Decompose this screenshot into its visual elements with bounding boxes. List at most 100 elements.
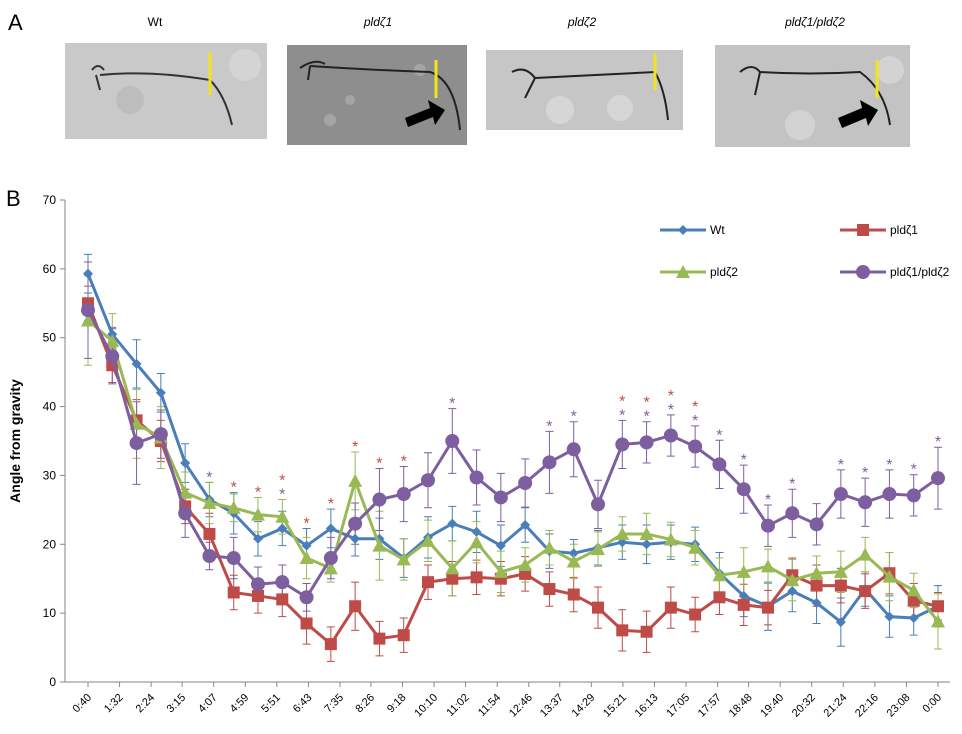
- x-tick-label: 4:07: [196, 692, 220, 716]
- data-point: [762, 601, 774, 614]
- data-point: [931, 614, 945, 628]
- data-point: [811, 597, 822, 608]
- data-point: [83, 268, 93, 279]
- legend-label: pldζ2: [710, 265, 738, 279]
- y-tick-label: 10: [43, 606, 57, 620]
- y-tick-label: 30: [43, 468, 57, 482]
- x-tick-label: 6:43: [291, 692, 315, 716]
- y-axis-label: Angle from gravity: [7, 379, 23, 503]
- significance-mark: *: [546, 418, 552, 435]
- panel-label: A: [8, 10, 23, 35]
- x-tick-label: 1:32: [102, 692, 126, 716]
- significance-mark: *: [789, 476, 795, 493]
- x-tick-label: 11:02: [444, 692, 471, 719]
- data-point: [251, 507, 265, 521]
- data-point: [471, 526, 482, 537]
- data-point: [422, 576, 434, 589]
- data-point: [833, 564, 848, 578]
- data-point: [226, 551, 241, 566]
- legend-label: pldζ1: [890, 223, 918, 237]
- data-point: [664, 601, 677, 614]
- data-point: [349, 600, 362, 613]
- data-point: [737, 598, 750, 611]
- x-tick-label: 10:10: [412, 692, 440, 720]
- data-point: [493, 490, 508, 505]
- x-tick-label: 22:16: [853, 692, 881, 720]
- data-point: [300, 617, 313, 630]
- significance-mark: *: [279, 473, 285, 490]
- significance-mark: *: [668, 402, 674, 419]
- x-tick-label: 0:00: [920, 692, 944, 716]
- data-point: [323, 551, 338, 566]
- photo-title: pldζ2: [567, 15, 597, 29]
- significance-mark: *: [692, 399, 698, 416]
- data-point: [493, 564, 508, 578]
- data-point: [373, 632, 386, 645]
- data-point: [591, 497, 605, 512]
- data-point: [932, 600, 944, 613]
- data-point: [663, 532, 678, 546]
- data-point: [785, 506, 800, 521]
- data-point: [663, 428, 678, 443]
- data-point: [153, 427, 168, 442]
- data-point: [421, 473, 435, 488]
- significance-mark: *: [206, 469, 212, 486]
- data-point: [131, 358, 142, 369]
- data-point: [445, 434, 460, 448]
- data-point: [908, 612, 919, 623]
- data-point: [712, 457, 727, 472]
- data-point: [641, 539, 652, 550]
- data-point: [299, 590, 314, 605]
- x-tick-label: 23:08: [885, 692, 913, 720]
- data-point: [397, 629, 410, 642]
- data-point: [906, 488, 921, 503]
- x-tick-label: 9:18: [385, 692, 409, 716]
- data-point: [372, 538, 387, 552]
- x-tick-label: 20:32: [790, 692, 818, 720]
- data-point: [712, 568, 727, 582]
- significance-mark: *: [619, 393, 625, 410]
- significance-mark: *: [668, 388, 674, 405]
- data-point: [469, 470, 484, 485]
- data-point: [421, 533, 435, 547]
- significance-mark: *: [401, 453, 407, 470]
- data-point: [542, 540, 557, 554]
- data-point: [639, 526, 654, 540]
- data-point: [155, 387, 166, 398]
- significance-mark: *: [643, 395, 649, 412]
- y-tick-label: 70: [43, 193, 57, 207]
- legend-marker: [856, 265, 870, 279]
- data-point: [616, 624, 629, 637]
- data-point: [835, 617, 846, 628]
- data-point: [277, 523, 288, 534]
- significance-mark: *: [571, 409, 577, 426]
- data-point: [688, 439, 703, 454]
- data-point: [592, 601, 604, 614]
- data-point: [518, 557, 533, 571]
- data-point: [615, 437, 630, 452]
- significance-mark: *: [279, 487, 285, 504]
- data-point: [178, 506, 193, 521]
- x-tick-label: 7:35: [322, 692, 346, 716]
- data-point: [469, 535, 484, 549]
- data-point: [591, 542, 605, 556]
- data-point: [324, 638, 337, 651]
- x-tick-label: 21:24: [821, 692, 849, 720]
- data-point: [299, 551, 314, 565]
- data-point: [736, 564, 751, 578]
- data-point: [252, 589, 264, 602]
- y-tick-label: 40: [43, 400, 57, 414]
- data-point: [833, 487, 848, 502]
- data-point: [470, 571, 483, 584]
- data-point: [495, 540, 506, 551]
- data-point: [858, 547, 873, 561]
- data-point: [785, 573, 800, 587]
- data-point: [639, 435, 654, 450]
- data-point: [396, 487, 411, 502]
- data-point: [761, 518, 775, 533]
- data-point: [761, 559, 775, 573]
- data-point: [566, 554, 581, 568]
- significance-mark: *: [911, 462, 917, 479]
- data-point: [253, 533, 263, 544]
- x-tick-label: 11:54: [476, 692, 503, 719]
